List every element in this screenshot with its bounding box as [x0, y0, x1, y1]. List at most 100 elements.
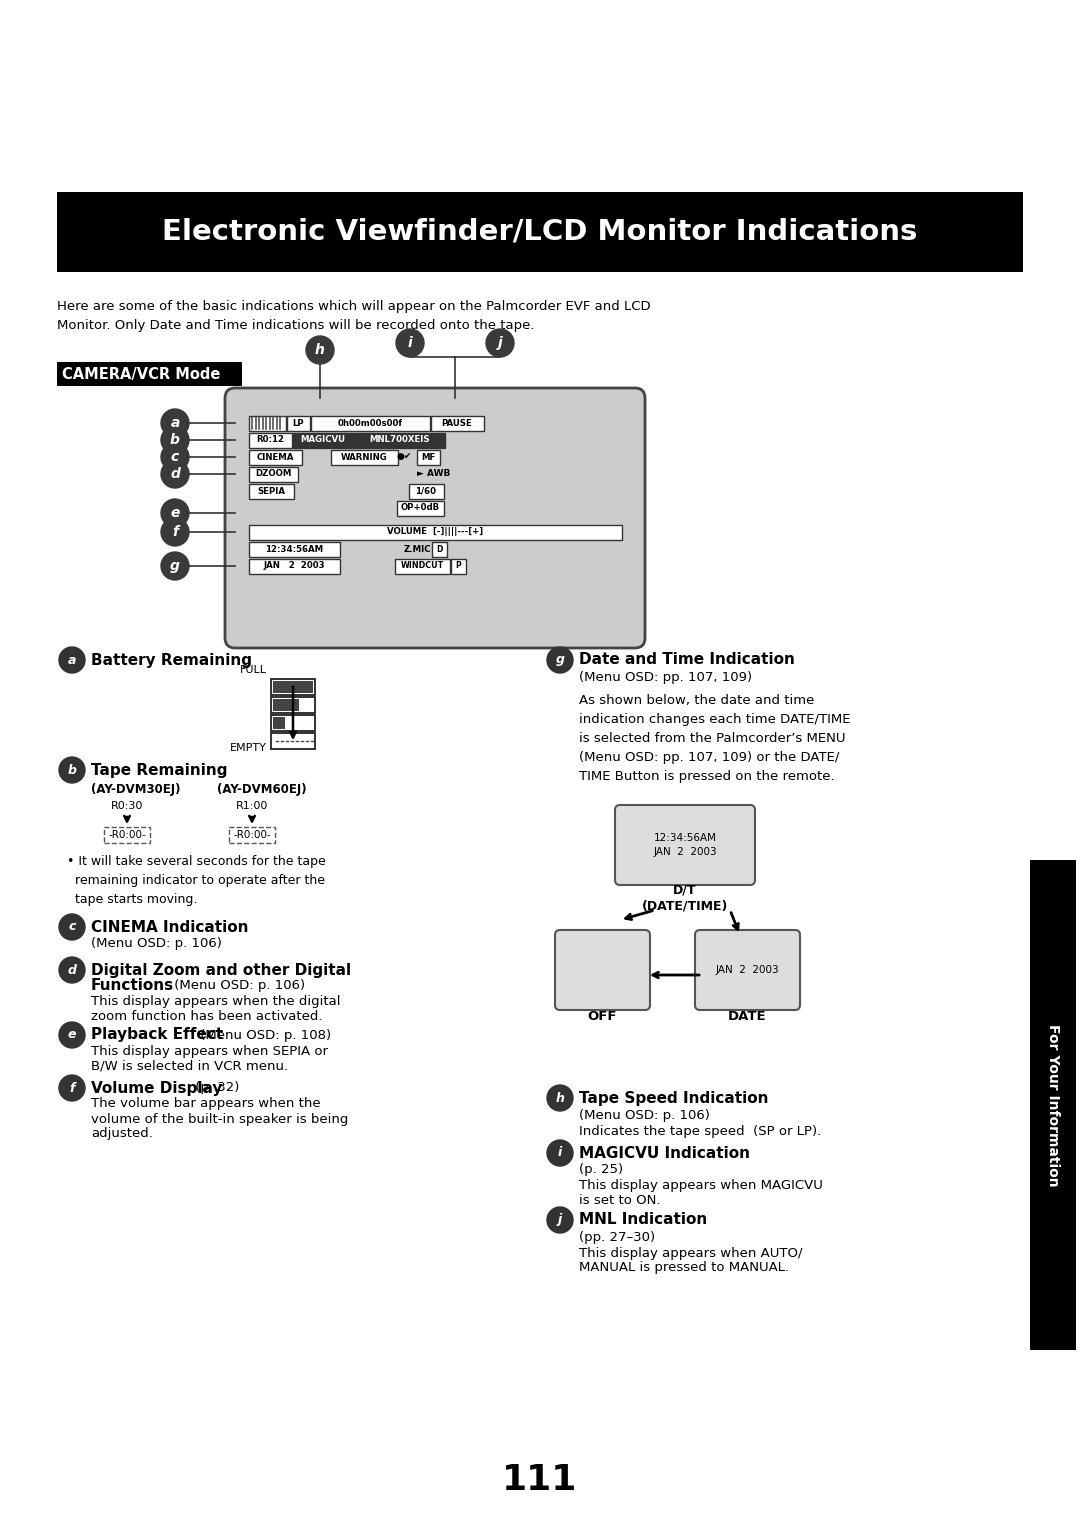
Text: e: e: [68, 1028, 77, 1042]
FancyBboxPatch shape: [311, 416, 430, 431]
Text: e: e: [171, 506, 179, 520]
FancyBboxPatch shape: [273, 681, 313, 694]
Text: volume of the built-in speaker is being: volume of the built-in speaker is being: [91, 1112, 349, 1126]
Text: (Menu OSD: pp. 107, 109): (Menu OSD: pp. 107, 109): [579, 671, 752, 683]
FancyBboxPatch shape: [293, 432, 353, 448]
Text: PAUSE: PAUSE: [442, 419, 472, 428]
Text: c: c: [171, 451, 179, 465]
FancyBboxPatch shape: [248, 449, 301, 465]
Text: This display appears when MAGICVU: This display appears when MAGICVU: [579, 1180, 823, 1192]
Text: (Menu OSD: p. 106): (Menu OSD: p. 106): [170, 979, 306, 993]
Circle shape: [59, 957, 85, 983]
Text: CAMERA/VCR Mode: CAMERA/VCR Mode: [62, 367, 220, 382]
Text: OP+0dB: OP+0dB: [401, 504, 440, 512]
Text: DATE: DATE: [728, 1010, 767, 1024]
Text: Digital Zoom and other Digital: Digital Zoom and other Digital: [91, 963, 351, 978]
FancyBboxPatch shape: [394, 559, 449, 573]
Text: (AY-DVM30EJ): (AY-DVM30EJ): [91, 784, 180, 796]
Text: P: P: [455, 561, 461, 570]
Text: As shown below, the date and time
indication changes each time DATE/TIME
is sele: As shown below, the date and time indica…: [579, 694, 851, 782]
Text: CINEMA Indication: CINEMA Indication: [91, 920, 248, 935]
FancyBboxPatch shape: [57, 362, 242, 387]
Text: g: g: [555, 654, 565, 666]
Text: is set to ON.: is set to ON.: [579, 1195, 661, 1207]
FancyBboxPatch shape: [431, 416, 484, 431]
Circle shape: [59, 756, 85, 782]
Circle shape: [59, 914, 85, 940]
Circle shape: [59, 646, 85, 672]
Text: Here are some of the basic indications which will appear on the Palmcorder EVF a: Here are some of the basic indications w…: [57, 299, 650, 332]
Text: Z.MIC: Z.MIC: [404, 544, 432, 553]
Circle shape: [161, 460, 189, 487]
Circle shape: [546, 1207, 573, 1233]
Text: (Menu OSD: p. 108): (Menu OSD: p. 108): [195, 1028, 332, 1042]
Text: DZOOM: DZOOM: [255, 469, 292, 478]
Text: j: j: [498, 336, 502, 350]
FancyBboxPatch shape: [229, 827, 275, 843]
FancyBboxPatch shape: [271, 733, 315, 749]
Text: a: a: [171, 416, 179, 429]
Text: SEPIA: SEPIA: [257, 486, 285, 495]
FancyBboxPatch shape: [615, 805, 755, 885]
FancyBboxPatch shape: [273, 698, 299, 711]
FancyBboxPatch shape: [432, 541, 446, 556]
Text: B/W is selected in VCR menu.: B/W is selected in VCR menu.: [91, 1059, 288, 1073]
FancyBboxPatch shape: [248, 466, 297, 481]
Text: (p. 32): (p. 32): [191, 1082, 240, 1094]
Text: MNL Indication: MNL Indication: [579, 1213, 707, 1227]
Text: R0:12: R0:12: [256, 435, 284, 445]
FancyBboxPatch shape: [417, 449, 440, 465]
Text: Electronic Viewfinder/LCD Monitor Indications: Electronic Viewfinder/LCD Monitor Indica…: [162, 219, 918, 246]
FancyBboxPatch shape: [271, 697, 315, 714]
Text: 111: 111: [502, 1462, 578, 1497]
Text: i: i: [558, 1146, 562, 1160]
Text: For Your Information: For Your Information: [1047, 1024, 1059, 1186]
Text: OFF: OFF: [588, 1010, 617, 1024]
Text: Tape Speed Indication: Tape Speed Indication: [579, 1091, 769, 1105]
FancyBboxPatch shape: [225, 388, 645, 648]
Text: j: j: [558, 1213, 562, 1227]
Circle shape: [546, 1085, 573, 1111]
Circle shape: [161, 500, 189, 527]
Text: c: c: [68, 920, 76, 934]
Text: JAN   2  2003: JAN 2 2003: [264, 561, 325, 570]
FancyBboxPatch shape: [248, 432, 292, 448]
Text: Volume Display: Volume Display: [91, 1080, 222, 1096]
Text: b: b: [170, 432, 180, 448]
FancyBboxPatch shape: [248, 559, 339, 573]
Text: h: h: [555, 1091, 565, 1105]
FancyBboxPatch shape: [450, 559, 465, 573]
Text: (pp. 27–30): (pp. 27–30): [579, 1230, 656, 1244]
FancyBboxPatch shape: [248, 541, 339, 556]
Text: Playback Effect: Playback Effect: [91, 1027, 224, 1042]
FancyBboxPatch shape: [248, 524, 621, 539]
Text: -R0:00-: -R0:00-: [108, 830, 146, 840]
FancyBboxPatch shape: [330, 449, 397, 465]
Circle shape: [546, 1140, 573, 1166]
Text: Functions: Functions: [91, 978, 174, 993]
Text: 12:34:56AM: 12:34:56AM: [265, 544, 323, 553]
Text: The volume bar appears when the: The volume bar appears when the: [91, 1097, 321, 1111]
Text: Tape Remaining: Tape Remaining: [91, 762, 228, 778]
FancyBboxPatch shape: [286, 416, 310, 431]
Text: D: D: [436, 544, 442, 553]
Text: -R0:00-: -R0:00-: [233, 830, 271, 840]
Text: 12:34:56AM
JAN  2  2003: 12:34:56AM JAN 2 2003: [653, 833, 717, 857]
Text: Battery Remaining: Battery Remaining: [91, 652, 252, 668]
Text: MANUAL is pressed to MANUAL.: MANUAL is pressed to MANUAL.: [579, 1262, 789, 1274]
Text: 1/60: 1/60: [416, 486, 436, 495]
Text: (Menu OSD: p. 106): (Menu OSD: p. 106): [91, 938, 221, 950]
Text: ► AWB: ► AWB: [417, 469, 450, 478]
Text: Indicates the tape speed  (SP or LP).: Indicates the tape speed (SP or LP).: [579, 1125, 821, 1137]
Text: Date and Time Indication: Date and Time Indication: [579, 652, 795, 668]
Circle shape: [486, 329, 514, 358]
FancyBboxPatch shape: [1030, 860, 1076, 1351]
FancyBboxPatch shape: [248, 483, 294, 498]
Circle shape: [161, 443, 189, 471]
FancyBboxPatch shape: [271, 678, 315, 695]
Text: b: b: [67, 764, 77, 776]
Text: g: g: [170, 559, 180, 573]
Text: WINDCUT: WINDCUT: [401, 561, 444, 570]
Text: f: f: [172, 526, 178, 539]
FancyBboxPatch shape: [57, 193, 1023, 272]
